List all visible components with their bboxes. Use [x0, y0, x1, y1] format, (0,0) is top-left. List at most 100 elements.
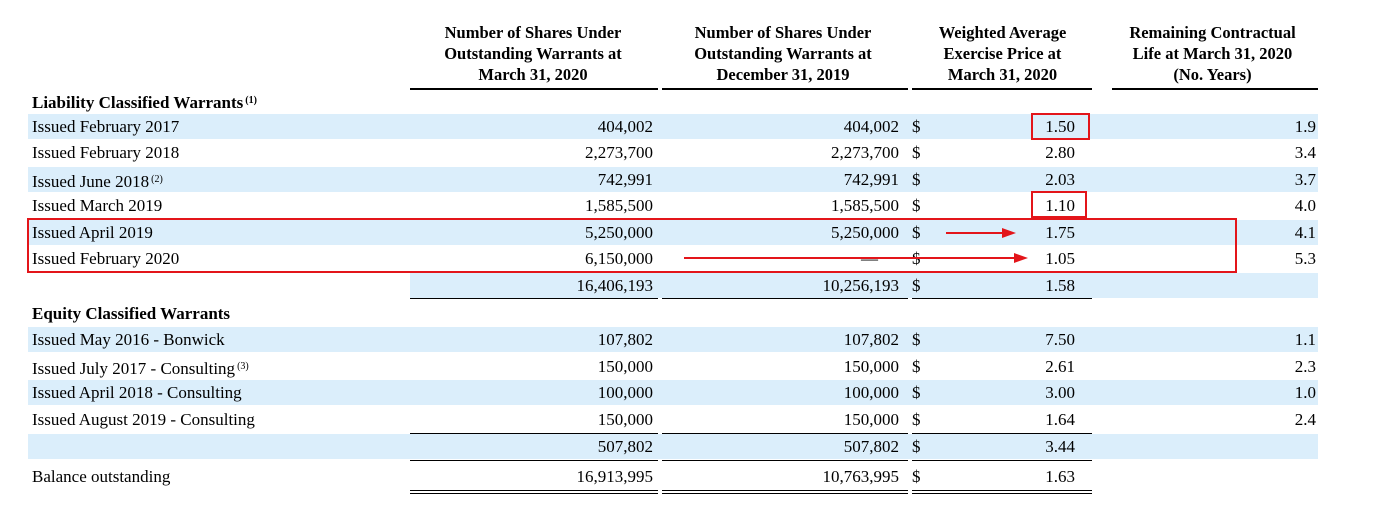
subtotal-price: 1.58 — [1045, 276, 1075, 295]
arrow-head-icon — [1002, 228, 1016, 238]
dollar-sign: $ — [912, 467, 921, 486]
balance-shares-2020: 16,913,995 — [576, 467, 654, 486]
shares-2020-cell: 100,000 — [597, 383, 653, 402]
footnote-ref: (3) — [237, 361, 249, 372]
rows-highlight-box — [27, 218, 1237, 273]
dollar-sign: $ — [912, 437, 921, 456]
table-row: Issued March 2019 1,585,500 1,585,500 $ … — [28, 193, 1318, 218]
shares-2020-cell: 2,273,700 — [585, 143, 653, 162]
table-row: Issued April 2019 5,250,000 5,250,000 $ … — [28, 220, 1318, 245]
row-label: Issued July 2017 - Consulting — [32, 359, 236, 378]
row-label: Issued April 2019 — [32, 223, 153, 242]
life-cell: 2.4 — [1294, 410, 1316, 429]
shares-2019-cell: 1,585,500 — [831, 196, 899, 215]
subtotal-rule — [912, 460, 1092, 461]
row-label: Issued March 2019 — [32, 196, 163, 215]
header-remaining-life: Remaining Contractual Life at March 31, … — [1129, 23, 1296, 84]
subtotal-rule — [410, 460, 658, 461]
life-cell: 1.9 — [1294, 117, 1316, 136]
subtotal-rule — [662, 460, 908, 461]
life-cell: 5.3 — [1294, 249, 1316, 268]
shares-2020-cell: 107,802 — [597, 330, 653, 349]
footnote-ref: (1) — [245, 95, 257, 106]
life-cell: 3.4 — [1294, 143, 1316, 162]
subtotal-rule — [662, 433, 908, 434]
life-cell: 4.1 — [1294, 223, 1316, 242]
subtotal-shares-2020: 16,406,193 — [576, 276, 654, 295]
price-cell: 1.75 — [1045, 223, 1075, 242]
row-label: Issued February 2020 — [32, 249, 180, 268]
subtotal-rule — [662, 298, 908, 299]
shares-2019-cell: 5,250,000 — [831, 223, 899, 242]
shares-2020-cell: 5,250,000 — [585, 223, 653, 242]
life-cell: 2.3 — [1294, 357, 1316, 376]
price-cell: 1.05 — [1045, 249, 1075, 268]
liability-subtotal-row: 16,406,193 10,256,193 $ 1.58 — [28, 273, 1318, 298]
table-row: Issued June 2018 (2) 742,991 742,991 $ 2.… — [28, 167, 1318, 192]
double-rule — [410, 493, 658, 494]
price-highlight-box — [1031, 113, 1090, 140]
subtotal-shares-2020: 507,802 — [597, 437, 653, 456]
row-label: Issued April 2018 - Consulting — [32, 383, 242, 402]
balance-outstanding-row: Balance outstanding 16,913,995 10,763,99… — [28, 464, 1318, 489]
subtotal-rule — [410, 298, 658, 299]
life-cell: 4.0 — [1294, 196, 1316, 215]
row-label: Issued May 2016 - Bonwick — [32, 330, 225, 349]
table-row: Issued August 2019 - Consulting 150,000 … — [28, 407, 1318, 432]
subtotal-shares-2019: 10,256,193 — [822, 276, 900, 295]
life-cell: 1.0 — [1294, 383, 1316, 402]
price-cell: 1.50 — [1045, 117, 1075, 136]
header-underline-col2 — [662, 88, 908, 90]
header-underline-col3 — [912, 88, 1092, 90]
price-highlight-box — [1031, 191, 1087, 218]
header-shares-mar-2020: Number of Shares Under Outstanding Warra… — [444, 23, 622, 84]
arrow-head-icon — [1014, 253, 1028, 263]
dollar-sign: $ — [912, 196, 921, 215]
table-row: Issued May 2016 - Bonwick 107,802 107,80… — [28, 327, 1318, 352]
dollar-sign: $ — [912, 383, 921, 402]
double-rule — [662, 490, 908, 491]
double-rule — [662, 493, 908, 494]
price-cell: 2.80 — [1045, 143, 1075, 162]
shares-2019-cell: 150,000 — [843, 410, 899, 429]
shares-2019-cell: 100,000 — [843, 383, 899, 402]
table-row: Issued February 2017 404,002 404,002 $ 1… — [28, 114, 1318, 139]
header-shares-dec-2019: Number of Shares Under Outstanding Warra… — [694, 23, 872, 84]
double-rule — [912, 490, 1092, 491]
row-label: Issued August 2019 - Consulting — [32, 410, 255, 429]
shares-2019-cell: 107,802 — [843, 330, 899, 349]
dollar-sign: $ — [912, 117, 921, 136]
shares-2020-cell: 742,991 — [597, 170, 653, 189]
subtotal-rule — [410, 433, 658, 434]
arrow-line — [946, 232, 1004, 234]
subtotal-price: 3.44 — [1045, 437, 1075, 456]
price-cell: 2.61 — [1045, 357, 1075, 376]
price-cell: 1.10 — [1045, 196, 1075, 215]
life-cell: 3.7 — [1294, 170, 1316, 189]
dollar-sign: $ — [912, 276, 921, 295]
shares-2019-cell: 404,002 — [843, 117, 899, 136]
dollar-sign: $ — [912, 410, 921, 429]
subtotal-rule — [912, 433, 1092, 434]
subtotal-shares-2019: 507,802 — [843, 437, 899, 456]
dollar-sign: $ — [912, 170, 921, 189]
price-cell: 7.50 — [1045, 330, 1075, 349]
shares-2020-cell: 150,000 — [597, 410, 653, 429]
shares-2020-cell: 1,585,500 — [585, 196, 653, 215]
balance-price: 1.63 — [1045, 467, 1075, 486]
equity-section-title: Equity Classified Warrants — [32, 304, 231, 323]
price-cell: 1.64 — [1045, 410, 1075, 429]
double-rule — [912, 493, 1092, 494]
liability-section-title: Liability Classified Warrants — [32, 93, 244, 112]
liability-section-heading: Liability Classified Warrants (1) — [28, 88, 1318, 113]
life-cell: 1.1 — [1294, 330, 1316, 349]
table-row: Issued April 2018 - Consulting 100,000 1… — [28, 380, 1318, 405]
subtotal-rule — [912, 298, 1092, 299]
shares-2020-cell: 6,150,000 — [585, 249, 653, 268]
header-weighted-average-price: Weighted Average Exercise Price at March… — [938, 23, 1067, 84]
dollar-sign: $ — [912, 330, 921, 349]
header-underline-col4 — [1112, 88, 1318, 90]
dollar-sign: $ — [912, 357, 921, 376]
shares-2019-cell: 742,991 — [843, 170, 899, 189]
dollar-sign: $ — [912, 223, 921, 242]
